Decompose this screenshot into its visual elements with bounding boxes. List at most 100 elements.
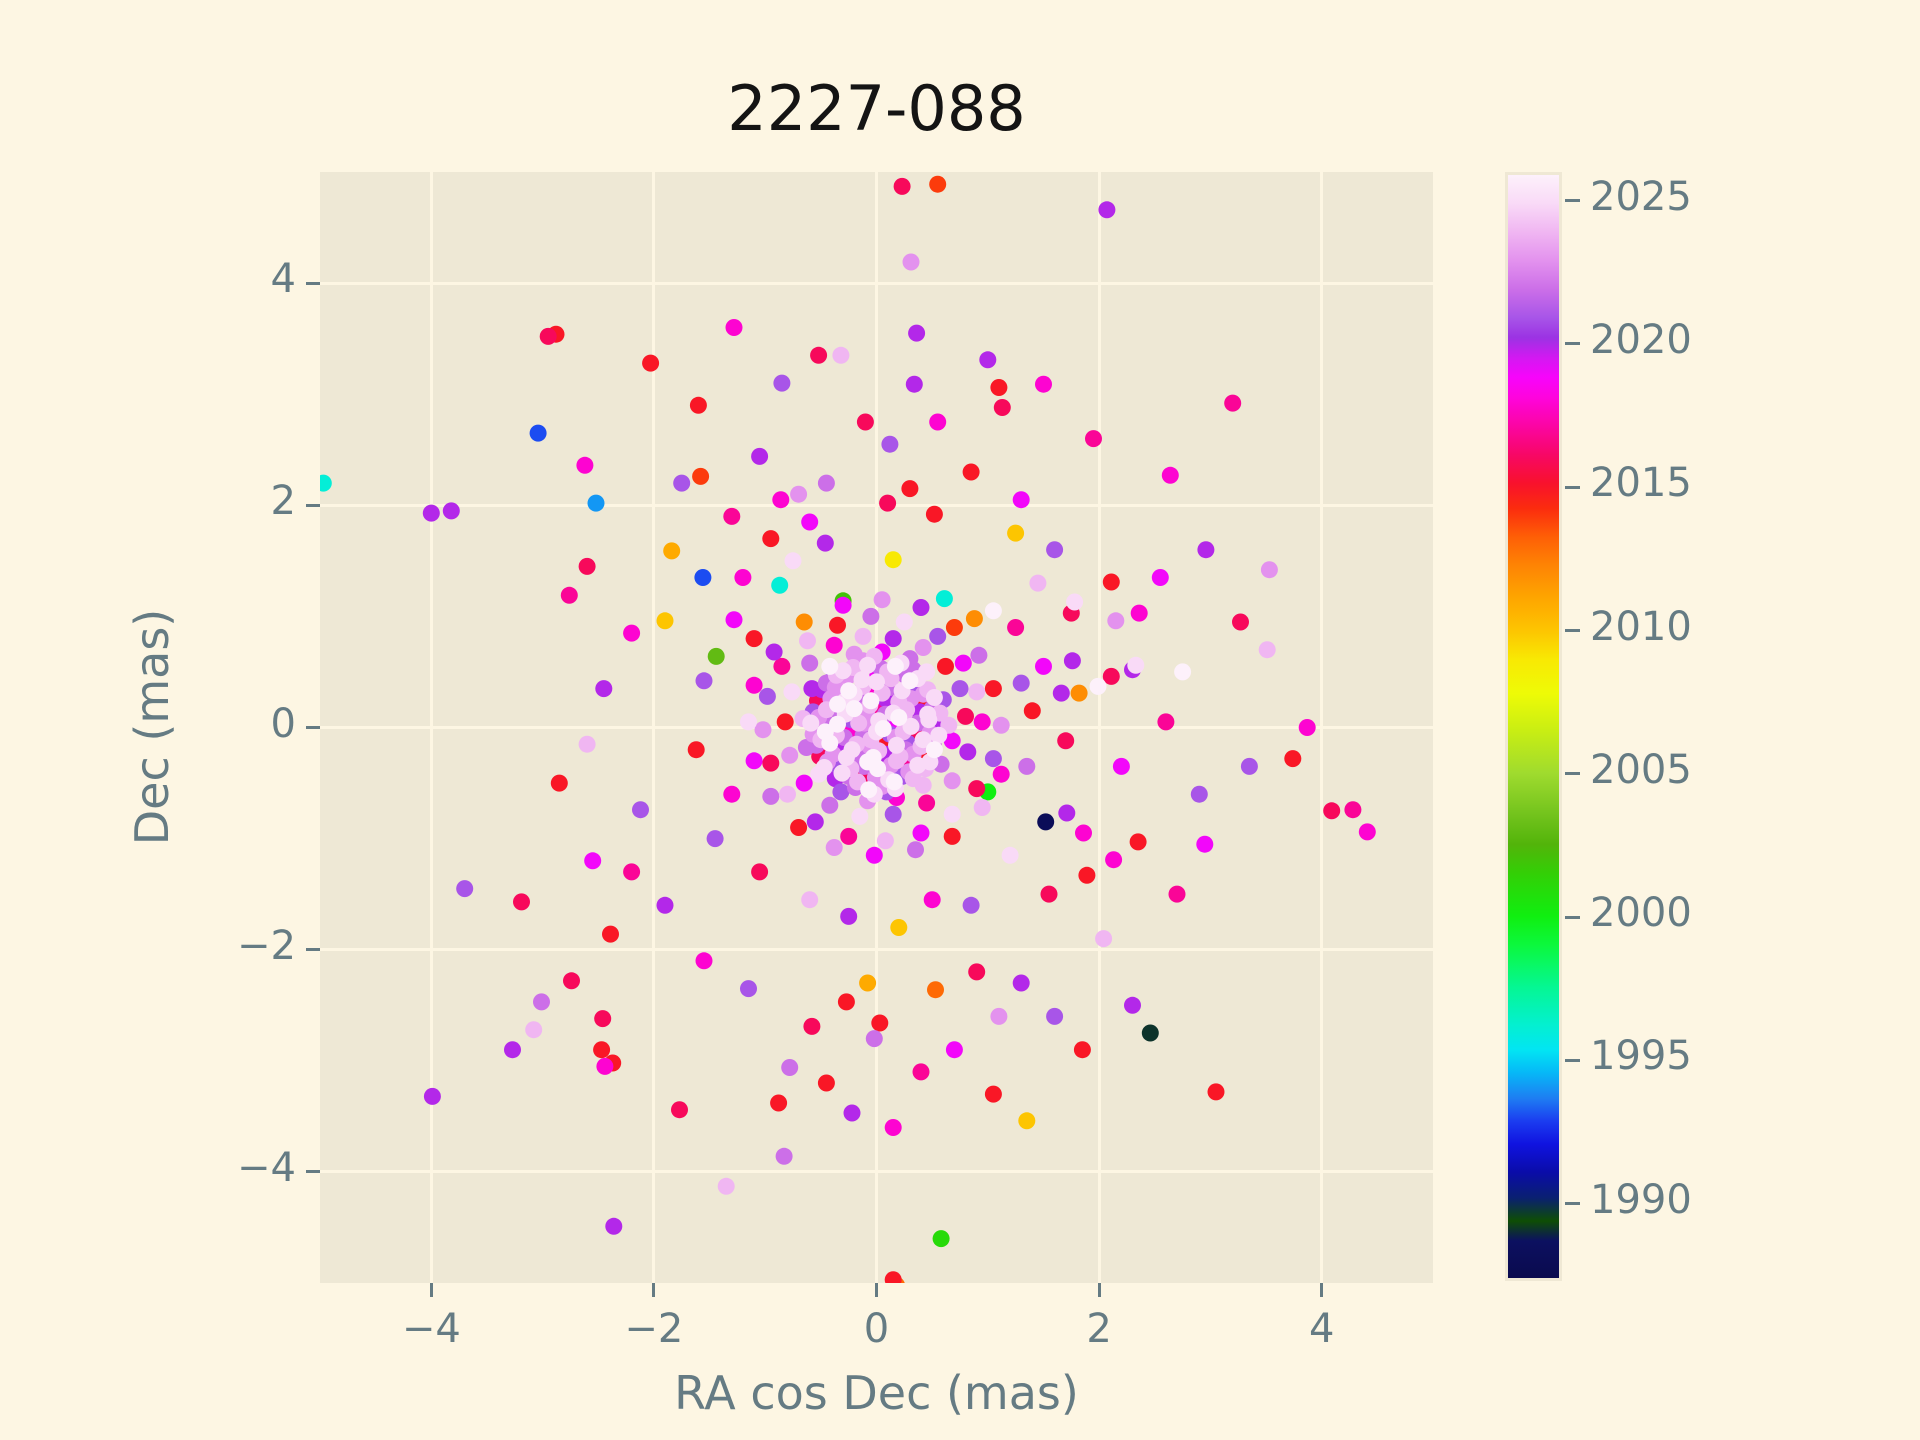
scatter-point bbox=[795, 613, 813, 631]
scatter-point bbox=[919, 705, 937, 723]
gridline-horizontal bbox=[320, 281, 1433, 285]
scatter-point bbox=[442, 502, 460, 520]
x-axis-label: RA cos Dec (mas) bbox=[674, 1366, 1079, 1420]
colorbar-tick-label: 1995 bbox=[1590, 1033, 1692, 1080]
scatter-point bbox=[1012, 491, 1030, 509]
colorbar-tick-label: 1990 bbox=[1590, 1176, 1692, 1223]
x-tick bbox=[652, 1283, 656, 1297]
scatter-point bbox=[829, 695, 846, 713]
scatter-point bbox=[865, 846, 883, 864]
scatter-point bbox=[888, 736, 905, 754]
colorbar-tick-label: 2020 bbox=[1590, 316, 1692, 363]
y-tick-label: 0 bbox=[270, 700, 296, 747]
scatter-point bbox=[1085, 430, 1102, 448]
scatter-point bbox=[772, 491, 790, 509]
scatter-point bbox=[550, 774, 568, 792]
scatter-point bbox=[1078, 866, 1096, 884]
gridline-horizontal bbox=[320, 503, 1433, 507]
scatter-point bbox=[957, 707, 974, 725]
scatter-point bbox=[539, 327, 557, 345]
scatter-point bbox=[929, 627, 947, 645]
scatter-point bbox=[815, 759, 833, 776]
x-tick-label: 2 bbox=[1086, 1306, 1112, 1352]
x-tick bbox=[875, 1283, 878, 1297]
scatter-point bbox=[968, 780, 986, 798]
scatter-point bbox=[695, 952, 713, 970]
scatter-point bbox=[563, 972, 580, 990]
scatter-point bbox=[1258, 641, 1276, 659]
scatter-point bbox=[825, 839, 843, 856]
scatter-point bbox=[1112, 757, 1130, 775]
scatter-point bbox=[1075, 824, 1092, 842]
scatter-point bbox=[902, 253, 920, 271]
y-tick-label: −2 bbox=[237, 922, 296, 969]
x-tick-label: 4 bbox=[1308, 1306, 1335, 1352]
scatter-point bbox=[1107, 612, 1125, 630]
scatter-point bbox=[943, 805, 961, 823]
scatter-point bbox=[860, 781, 878, 799]
scatter-point bbox=[1035, 657, 1052, 675]
scatter-point bbox=[781, 1059, 799, 1076]
scatter-point bbox=[578, 557, 596, 575]
scatter-point bbox=[801, 654, 819, 672]
scatter-point bbox=[962, 896, 980, 914]
scatter-point bbox=[1007, 524, 1025, 542]
scatter-point bbox=[1105, 851, 1123, 869]
scatter-point bbox=[602, 925, 619, 943]
scatter-point bbox=[943, 827, 961, 845]
x-tick-label: −2 bbox=[624, 1306, 684, 1352]
scatter-point bbox=[1141, 1024, 1159, 1042]
scatter-point bbox=[1046, 1007, 1064, 1025]
scatter-point bbox=[992, 765, 1010, 783]
scatter-point bbox=[907, 841, 924, 859]
scatter-point bbox=[754, 721, 772, 739]
scatter-point bbox=[1029, 574, 1047, 592]
scatter-point bbox=[762, 754, 780, 772]
scatter-point bbox=[865, 1030, 883, 1048]
scatter-point bbox=[758, 687, 776, 705]
gridline-horizontal bbox=[320, 948, 1433, 952]
colorbar-tick bbox=[1565, 1058, 1580, 1062]
scatter-point bbox=[990, 379, 1008, 396]
scatter-point bbox=[1057, 732, 1075, 750]
scatter-point bbox=[799, 632, 816, 650]
scatter-point bbox=[945, 1041, 963, 1059]
scatter-point bbox=[706, 830, 724, 848]
scatter-point bbox=[642, 354, 660, 372]
scatter-point bbox=[1066, 593, 1084, 611]
scatter-point bbox=[856, 413, 874, 431]
scatter-point bbox=[1070, 684, 1088, 702]
scatter-point bbox=[529, 424, 547, 442]
scatter-point bbox=[745, 752, 763, 770]
scatter-point bbox=[970, 646, 988, 664]
scatter-point bbox=[834, 662, 852, 680]
scatter-point bbox=[689, 396, 707, 414]
scatter-point bbox=[862, 692, 880, 710]
scatter-point bbox=[954, 654, 972, 672]
scatter-point bbox=[932, 1230, 950, 1248]
scatter-point bbox=[513, 893, 530, 911]
colorbar-tick-label: 2025 bbox=[1590, 173, 1692, 220]
scatter-point bbox=[751, 447, 769, 465]
scatter-point bbox=[578, 735, 596, 753]
scatter-point bbox=[790, 819, 808, 836]
scatter-point bbox=[840, 682, 858, 700]
scatter-point bbox=[937, 657, 954, 675]
scatter-point bbox=[596, 1057, 614, 1075]
scatter-point bbox=[1232, 613, 1249, 631]
scatter-point bbox=[834, 596, 852, 614]
scatter-point bbox=[871, 1014, 889, 1032]
scatter-point bbox=[1018, 757, 1036, 775]
x-tick bbox=[1320, 1283, 1324, 1297]
scatter-point bbox=[1151, 569, 1169, 586]
scatter-point bbox=[692, 467, 710, 485]
scatter-point bbox=[775, 1147, 793, 1165]
scatter-point bbox=[968, 683, 986, 701]
scatter-point bbox=[1157, 713, 1175, 731]
scatter-point bbox=[868, 673, 885, 691]
scatter-point bbox=[833, 764, 851, 782]
scatter-point bbox=[1124, 996, 1141, 1014]
scatter-point bbox=[1323, 802, 1341, 820]
scatter-point bbox=[707, 647, 725, 665]
scatter-point bbox=[962, 463, 980, 481]
